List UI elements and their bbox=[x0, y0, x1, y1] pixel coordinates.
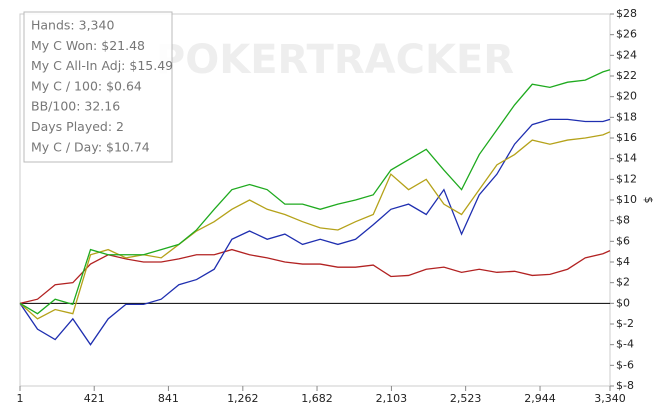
stats-line: My C Won: $21.48 bbox=[31, 38, 145, 53]
y-axis-label: $ bbox=[642, 197, 655, 204]
y-tick-label: $28 bbox=[616, 7, 637, 20]
x-tick-label: 1,262 bbox=[227, 392, 259, 405]
stats-line: My C All-In Adj: $15.49 bbox=[31, 58, 173, 73]
y-tick-label: $-4 bbox=[616, 338, 634, 351]
y-tick-label: $14 bbox=[616, 152, 637, 165]
y-tick-label: $12 bbox=[616, 172, 637, 185]
y-tick-label: $16 bbox=[616, 131, 637, 144]
series-line bbox=[19, 69, 611, 315]
x-tick-label: 1,682 bbox=[301, 392, 333, 405]
stats-box bbox=[23, 11, 173, 163]
x-tick-label: 841 bbox=[158, 392, 179, 405]
x-tick-label: 2,103 bbox=[376, 392, 408, 405]
y-tick-label: $-6 bbox=[616, 358, 634, 371]
x-tick-label: 2,944 bbox=[524, 392, 556, 405]
x-tick-label: 2,523 bbox=[450, 392, 482, 405]
y-tick-label: $24 bbox=[616, 48, 637, 61]
stats-line: My C / Day: $10.74 bbox=[31, 139, 150, 154]
series-line bbox=[19, 248, 611, 304]
stats-line: BB/100: 32.16 bbox=[31, 99, 120, 114]
y-tick-label: $6 bbox=[616, 234, 630, 247]
y-tick-label: $8 bbox=[616, 214, 630, 227]
y-tick-label: $10 bbox=[616, 193, 637, 206]
stats-line: Hands: 3,340 bbox=[31, 18, 114, 33]
y-tick-label: $2 bbox=[616, 276, 630, 289]
watermark: POKERTRACKER bbox=[156, 37, 514, 83]
y-tick-label: $26 bbox=[616, 28, 637, 41]
x-tick-label: 3,340 bbox=[594, 392, 626, 405]
y-tick-label: $22 bbox=[616, 69, 637, 82]
series-line bbox=[19, 118, 611, 346]
x-tick-label: 1 bbox=[17, 392, 24, 405]
y-tick-label: $-8 bbox=[616, 379, 634, 392]
x-tick-label: 421 bbox=[84, 392, 105, 405]
y-tick-label: $18 bbox=[616, 110, 637, 123]
stats-line: Days Played: 2 bbox=[31, 119, 124, 134]
stats-line: My C / 100: $0.64 bbox=[31, 78, 142, 93]
y-tick-label: $0 bbox=[616, 296, 630, 309]
y-tick-label: $20 bbox=[616, 90, 637, 103]
y-tick-label: $4 bbox=[616, 255, 630, 268]
y-tick-label: $-2 bbox=[616, 317, 634, 330]
